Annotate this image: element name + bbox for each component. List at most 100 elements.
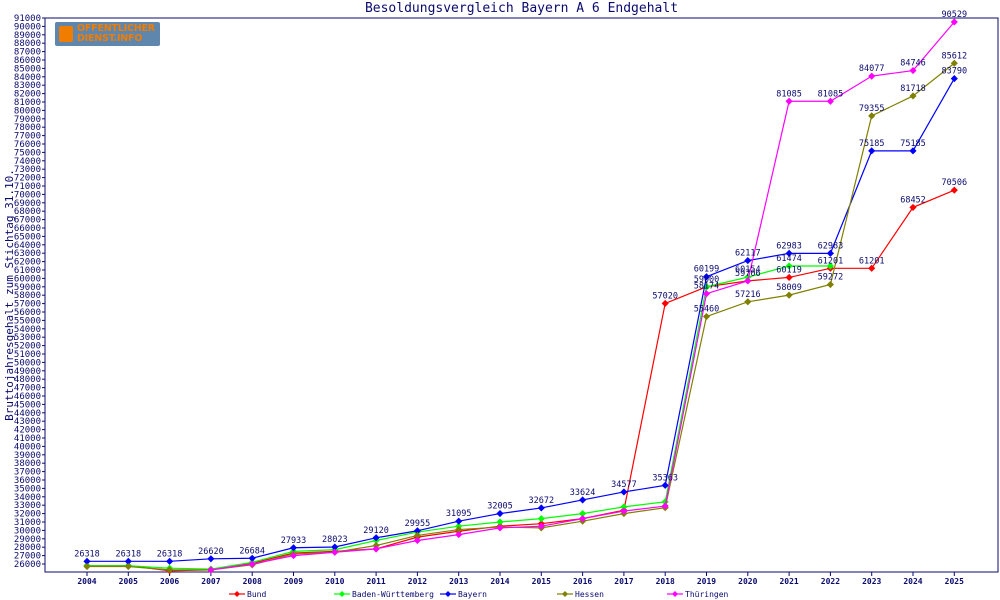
- data-point: [868, 72, 876, 80]
- y-tick-label: 47000: [14, 384, 41, 394]
- y-tick-label: 90000: [14, 22, 41, 32]
- x-tick-label: 2019: [697, 577, 716, 586]
- data-label: 75185: [859, 139, 885, 149]
- y-tick-label: 76000: [14, 140, 41, 150]
- y-tick-label: 73000: [14, 165, 41, 175]
- y-tick-label: 66000: [14, 224, 41, 234]
- data-label: 83790: [942, 67, 968, 77]
- data-label: 84746: [900, 59, 926, 69]
- y-tick-label: 28000: [14, 543, 41, 553]
- data-point: [785, 262, 793, 270]
- x-tick-label: 2009: [284, 577, 303, 586]
- data-label: 58009: [776, 283, 802, 293]
- y-tick-label: 71000: [14, 182, 41, 192]
- y-tick-label: 53000: [14, 333, 41, 343]
- y-tick-label: 40000: [14, 442, 41, 452]
- data-label: 32672: [529, 496, 555, 506]
- data-label: 79355: [859, 104, 885, 114]
- x-tick-label: 2006: [160, 577, 179, 586]
- y-tick-label: 62000: [14, 258, 41, 268]
- data-label: 57020: [652, 291, 678, 301]
- data-label: 60199: [694, 265, 720, 275]
- y-tick-label: 79000: [14, 115, 41, 125]
- data-point: [826, 97, 834, 105]
- y-tick-label: 30000: [14, 526, 41, 536]
- data-point: [744, 257, 752, 265]
- data-point: [166, 557, 174, 565]
- y-tick-label: 58000: [14, 291, 41, 301]
- chart-title: Besoldungsvergleich Bayern A 6 Endgehalt: [364, 1, 679, 16]
- y-tick-label: 32000: [14, 510, 41, 520]
- legend-label: Baden-Württemberg: [352, 590, 434, 599]
- y-tick-label: 44000: [14, 409, 41, 419]
- data-point: [207, 555, 215, 563]
- data-point: [950, 74, 958, 83]
- logo-line-1: OFFENTLICHER: [77, 23, 155, 34]
- data-point: [744, 277, 752, 285]
- data-point: [579, 496, 587, 504]
- data-label: 26318: [74, 549, 100, 559]
- y-tick-label: 56000: [14, 308, 41, 318]
- data-point: [950, 59, 958, 67]
- data-label: 84077: [859, 64, 885, 74]
- data-label: 59000: [694, 275, 720, 285]
- y-tick-label: 64000: [14, 241, 41, 251]
- y-tick-label: 50000: [14, 358, 41, 368]
- y-tick-label: 36000: [14, 476, 41, 486]
- y-tick-label: 81000: [14, 98, 41, 108]
- y-tick-label: 59000: [14, 283, 41, 293]
- data-point: [868, 264, 876, 272]
- data-label: 75185: [900, 139, 926, 149]
- data-label: 29120: [363, 526, 389, 536]
- data-label: 81085: [818, 89, 844, 99]
- y-tick-label: 35000: [14, 484, 41, 494]
- data-label: 34577: [611, 480, 637, 490]
- data-label: 32005: [487, 502, 513, 512]
- data-label: 26318: [116, 549, 142, 559]
- y-tick-label: 48000: [14, 375, 41, 385]
- x-tick-label: 2016: [573, 577, 592, 586]
- legend-swatch-marker: [672, 591, 678, 597]
- data-point: [950, 18, 958, 26]
- data-point: [661, 299, 669, 307]
- y-tick-label: 37000: [14, 468, 41, 478]
- y-tick-label: 61000: [14, 266, 41, 276]
- y-tick-label: 86000: [14, 56, 41, 66]
- y-tick-label: 63000: [14, 249, 41, 259]
- data-point: [455, 531, 463, 539]
- data-point: [455, 517, 463, 525]
- data-point: [744, 298, 752, 306]
- y-tick-label: 82000: [14, 90, 41, 100]
- y-tick-label: 83000: [14, 81, 41, 91]
- y-tick-label: 77000: [14, 132, 41, 142]
- y-tick-label: 34000: [14, 493, 41, 503]
- data-point: [620, 488, 628, 496]
- y-tick-label: 72000: [14, 174, 41, 184]
- y-tick-label: 49000: [14, 367, 41, 377]
- data-label: 60154: [735, 265, 761, 275]
- data-label: 81718: [900, 84, 926, 94]
- y-tick-label: 43000: [14, 417, 41, 427]
- y-tick-label: 87000: [14, 48, 41, 58]
- data-point: [537, 504, 545, 512]
- y-tick-label: 38000: [14, 459, 41, 469]
- y-tick-label: 39000: [14, 451, 41, 461]
- y-tick-label: 51000: [14, 350, 41, 360]
- x-tick-label: 2012: [408, 577, 427, 586]
- x-tick-label: 2010: [325, 577, 344, 586]
- legend-label: Bund: [247, 590, 266, 599]
- y-tick-label: 84000: [14, 73, 41, 83]
- data-label: 26620: [198, 547, 224, 557]
- data-point: [785, 249, 793, 257]
- y-tick-label: 68000: [14, 207, 41, 217]
- y-tick-label: 89000: [14, 31, 41, 41]
- y-tick-label: 52000: [14, 342, 41, 352]
- y-tick-label: 27000: [14, 552, 41, 562]
- data-point: [909, 66, 917, 75]
- data-point: [207, 566, 215, 574]
- data-point: [124, 562, 132, 571]
- y-tick-label: 29000: [14, 535, 41, 545]
- logo-line-2: DIENST.INFO: [77, 33, 143, 44]
- logo-mark-icon: [59, 26, 73, 42]
